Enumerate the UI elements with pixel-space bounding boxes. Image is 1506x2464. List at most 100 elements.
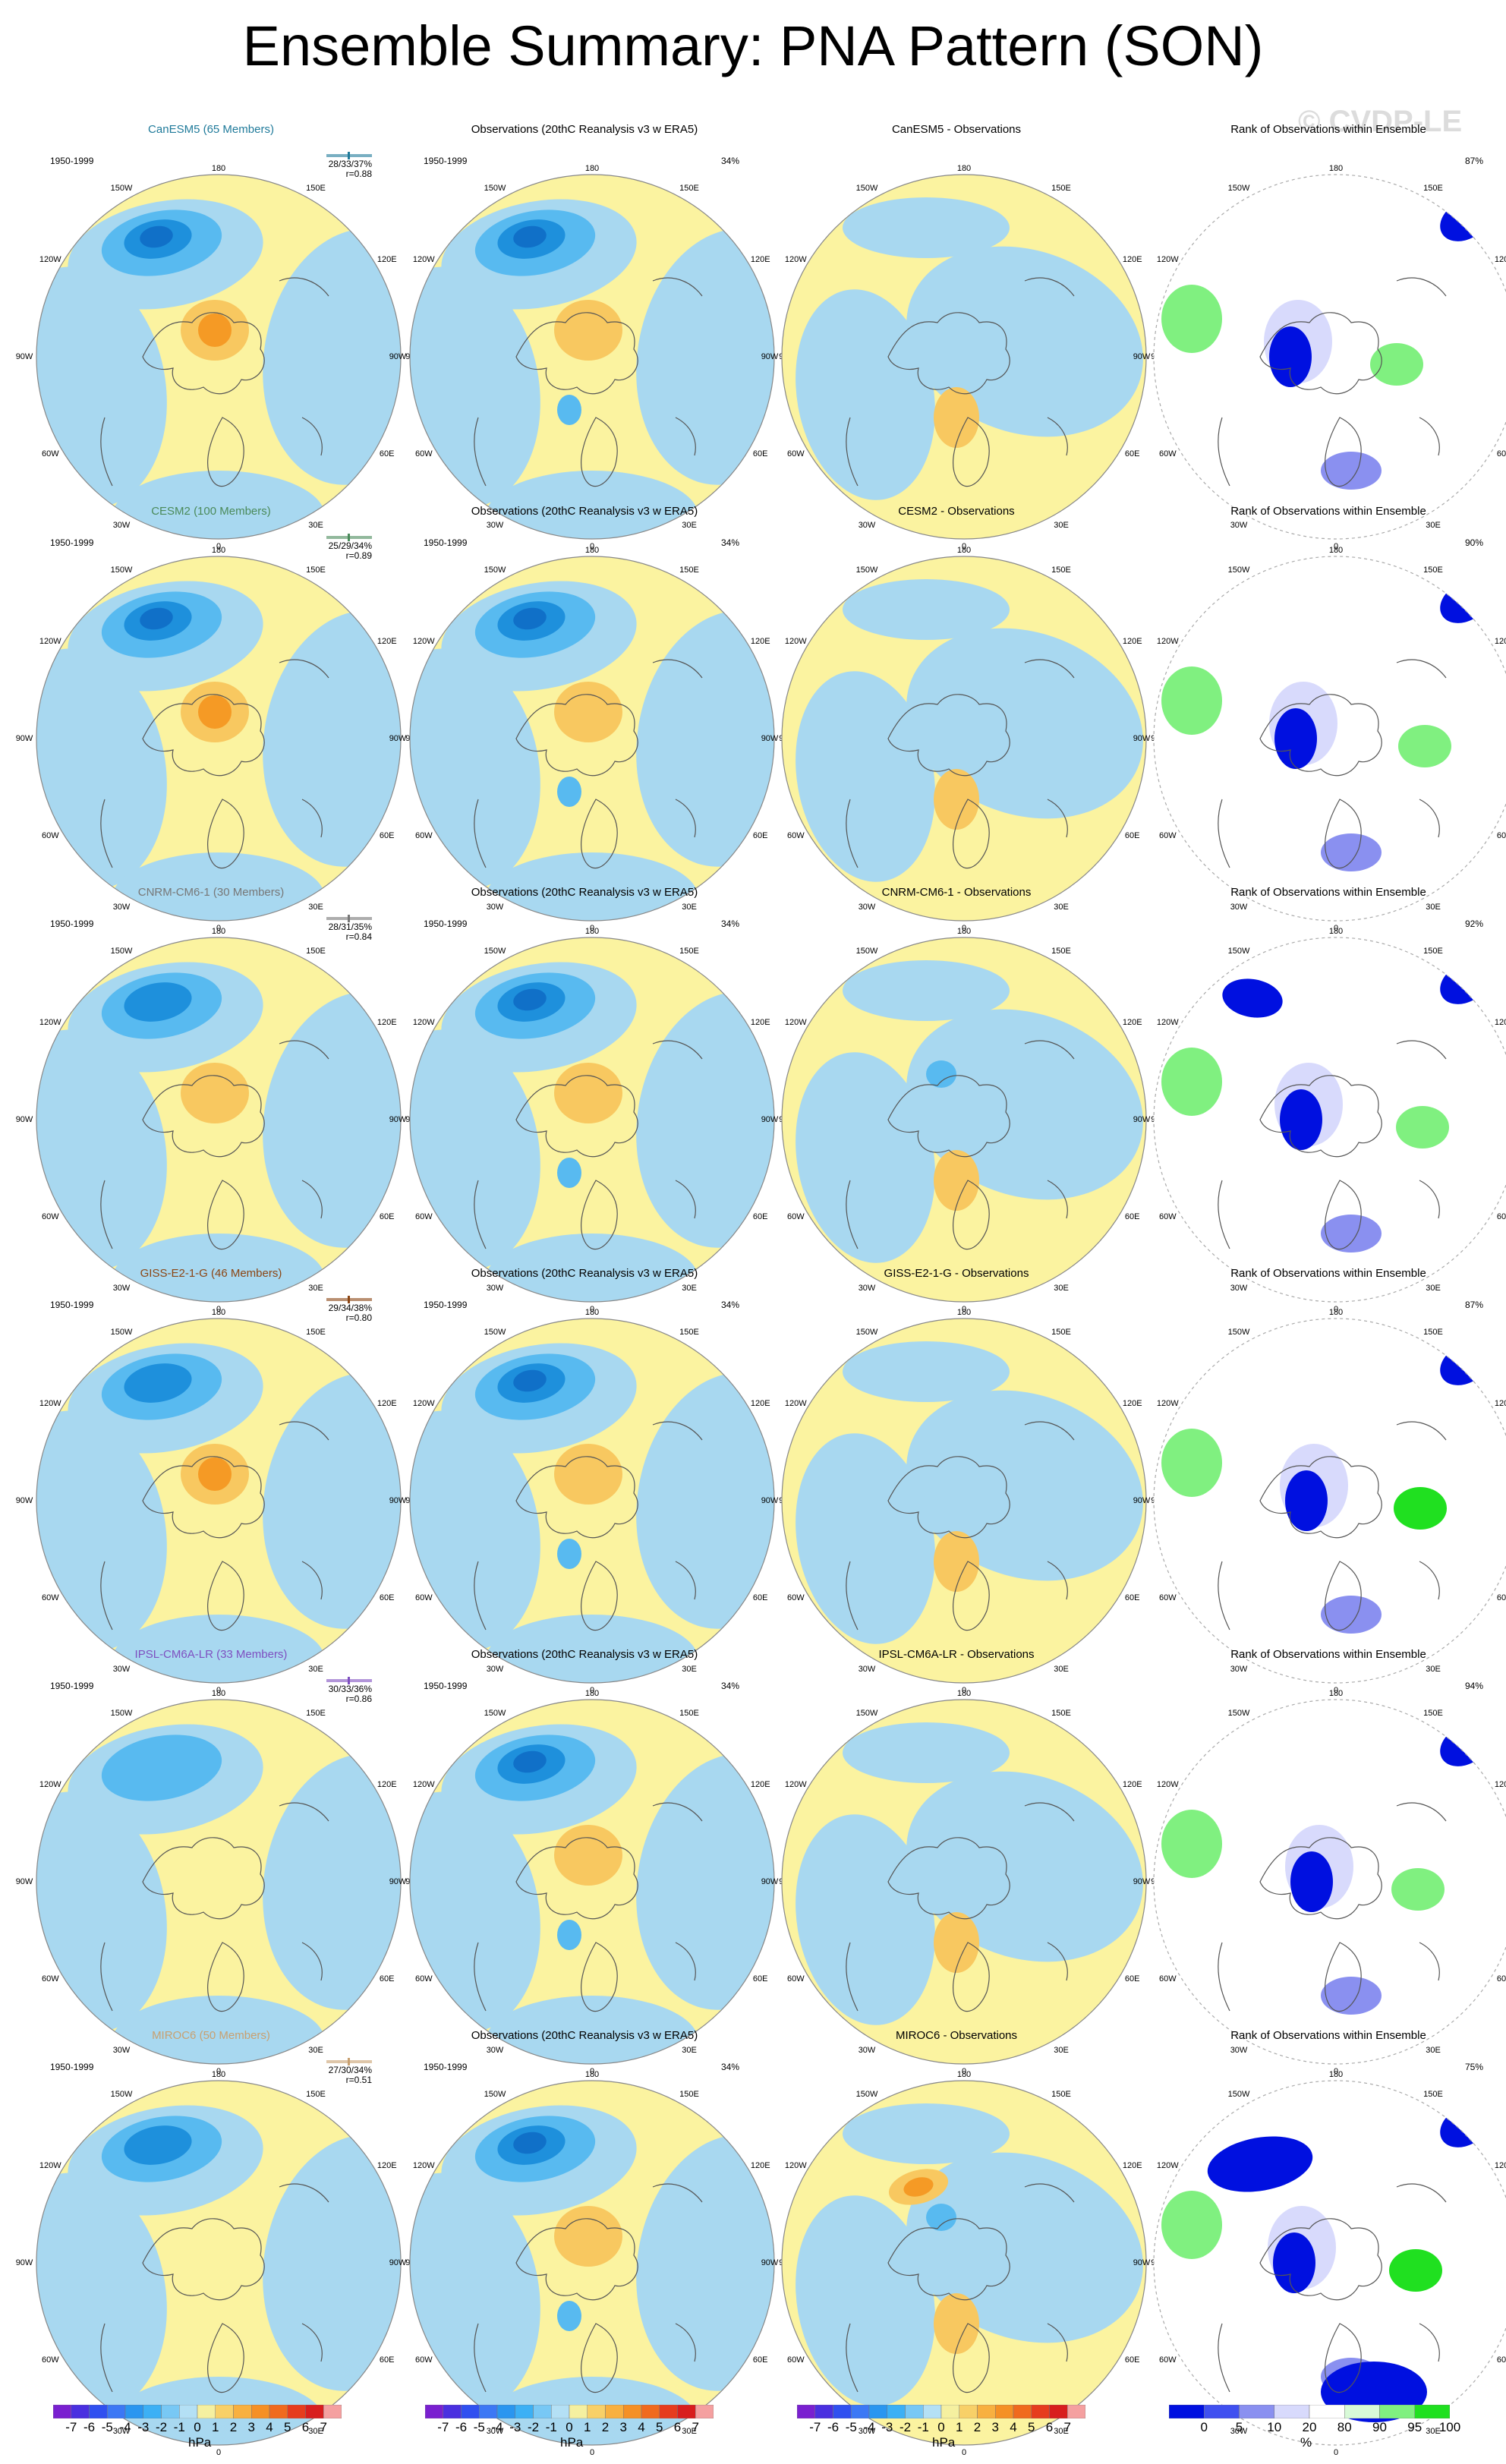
coastline [474,1802,703,2012]
lon-label: 120W [1156,1399,1179,1408]
lon-label: 120E [376,255,397,264]
colorbar-swatch [905,2404,924,2419]
lon-label: 60E [752,831,768,840]
period-label: 1950-1999 [50,918,94,929]
lon-label: 180 [1328,2070,1344,2079]
rank-region [1321,833,1382,871]
colorbar-swatch [551,2404,570,2419]
colorbar-tick: 90 [1372,2420,1387,2434]
colorbar-tick: -4 [863,2420,875,2434]
obs-title: Observations (20thC Reanalysis v3 w ERA5… [471,1648,698,1661]
lon-label: 60W [1158,449,1177,458]
lon-label: 90W [761,1877,779,1886]
colorbar-swatch [1049,2404,1068,2419]
lon-label: 150E [306,947,326,956]
negative-anomaly [486,2377,698,2445]
lon-label: 180 [211,1308,226,1317]
lon-label: 150W [484,947,506,956]
lon-label: 60W [786,831,805,840]
colorbar-swatch [887,2404,906,2419]
negative-anomaly [636,991,774,1248]
lon-label: 90W [1133,1115,1151,1124]
diff-title: CNRM-CM6-1 - Observations [881,886,1032,899]
colorbar-swatch [1344,2404,1380,2419]
lon-label: 30E [308,2426,323,2436]
lon-label: 90W [15,2258,33,2267]
watermark: © CVDP-LE [1298,105,1463,138]
lon-label: 60E [1496,1974,1506,1983]
lon-label: 150W [484,184,506,194]
lon-label: 60E [379,2355,395,2365]
lon-label: 60W [41,2355,59,2365]
diff-map [781,937,1147,1303]
model-stats: 29/34/38% r=0.80 [288,1296,372,1323]
diff-panel: MIROC6 - Observations180150E120E90E60E30… [761,2029,1166,2457]
lon-label: 90W [389,352,407,361]
positive-anomaly [198,695,232,729]
negative-anomaly [843,1341,1010,1402]
colorbar-swatch [959,2404,978,2419]
lon-label: 150W [110,947,133,956]
colorbar-swatch [71,2404,90,2419]
negative-anomaly [557,2301,581,2331]
period-label: 1950-1999 [50,1300,94,1310]
lon-label: 60W [41,1974,59,1983]
lon-label: 30E [1426,1283,1441,1293]
obs-title: Observations (20thC Reanalysis v3 w ERA5… [471,1267,698,1280]
lon-label: 180 [211,546,226,555]
coastline [1218,1802,1447,2012]
colorbar-unit: hPa [188,2435,212,2450]
diff-map [781,1318,1147,1684]
rank-region [1269,326,1312,387]
colorbar-tick: -7 [809,2420,821,2434]
lon-label: 90W [761,734,779,743]
colorbar-swatch [677,2404,696,2419]
lon-label: 60W [1158,1212,1177,1221]
lon-label: 30W [1230,1283,1248,1293]
model-title: CESM2 (100 Members) [151,505,271,518]
model-map [36,2080,402,2446]
lon-label: 120E [376,2161,397,2170]
negative-anomaly [513,1369,547,1392]
rank-pct-area: 75% [1465,2062,1484,2072]
lon-label: 180 [211,2070,226,2079]
lon-label: 30W [1230,520,1248,530]
negative-anomaly [796,2195,935,2406]
rank-pct-area: 87% [1465,156,1484,166]
colorbar-swatch [569,2404,588,2419]
colorbar-tick: -3 [881,2420,893,2434]
map-border [409,1318,775,1684]
colorbar-swatch [197,2404,216,2419]
lon-label: 30E [308,520,323,530]
positive-anomaly [934,387,979,448]
rank-title: Rank of Observations within Ensemble [1230,505,1426,518]
negative-anomaly [263,610,401,867]
negative-anomaly [513,2132,547,2154]
lon-label: 60W [41,831,59,840]
lon-label: 60E [752,1212,768,1221]
colorbar-tick: 0 [1200,2420,1208,2434]
colorbar-tick: -1 [545,2420,557,2434]
colorbar-tick: -7 [65,2420,77,2434]
rank-panel: Rank of Observations within Ensemble 90% 1… [1133,505,1506,933]
lon-label: 60E [1124,2355,1140,2365]
lon-label: 30E [1426,2426,1441,2436]
colorbar-tick: 4 [638,2420,645,2434]
rank-region [1273,2232,1315,2293]
coastline [474,1040,703,1250]
lon-label: 120W [39,255,61,264]
coastline [100,659,329,869]
colorbar-tick: -3 [137,2420,150,2434]
lon-label: 0 [1333,542,1339,551]
colorbar-tick: -2 [899,2420,912,2434]
lon-label: 0 [216,542,222,551]
period-label: 1950-1999 [424,537,468,548]
colorbar-swatch [461,2404,480,2419]
lon-label: 150E [1051,566,1071,575]
colorbar-tick: 0 [566,2420,573,2434]
lon-label: 60W [41,1212,59,1221]
lon-label: 150W [110,2090,133,2100]
colorbar-tick: 4 [266,2420,273,2434]
obs-panel: Observations (20thC Reanalysis v3 w ERA5… [389,1648,794,2076]
colorbar-tick: -1 [173,2420,185,2434]
